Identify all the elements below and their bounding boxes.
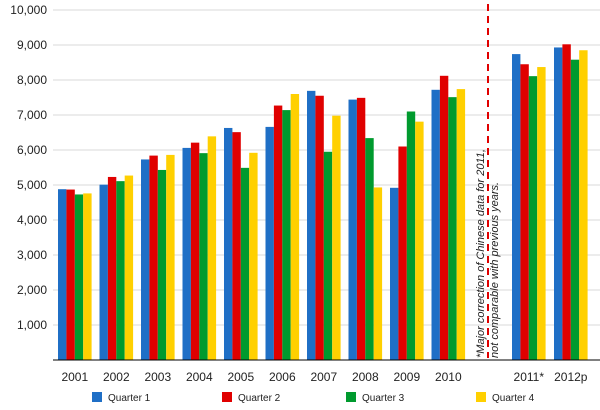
x-tick-label: 2006 [269, 370, 296, 384]
bar [307, 90, 316, 360]
x-tick-label: 2005 [227, 370, 254, 384]
x-tick-label: 2008 [352, 370, 379, 384]
y-axis-tick-labels: 1,000 2,000 3,000 4,000 5,000 6,000 7,000 8,000… [10, 3, 47, 332]
bar [124, 175, 134, 360]
bar [562, 44, 571, 361]
bar [520, 64, 529, 360]
bar [456, 89, 466, 360]
y-tick-label: 1,000 [17, 318, 47, 332]
x-tick-label: 2009 [393, 370, 420, 384]
bar [579, 50, 588, 360]
bar [199, 153, 208, 360]
bar [332, 115, 341, 360]
bar [166, 154, 175, 360]
annotation-text: *Major correction of Chinese data for 20… [475, 149, 501, 358]
bar [398, 146, 407, 360]
bar [348, 99, 357, 360]
x-tick-label: 2012p [554, 370, 588, 384]
bar [554, 47, 563, 360]
bar [365, 138, 374, 360]
bar [224, 127, 233, 360]
y-tick-label: 5,000 [17, 178, 47, 192]
bar [512, 54, 521, 360]
bar [273, 105, 283, 360]
legend-label: Quarter 4 [492, 393, 535, 404]
bar [406, 111, 416, 360]
annotation-line: *Major correction of Chinese data for 20… [475, 149, 487, 358]
bar [240, 167, 250, 360]
y-tick-label: 9,000 [17, 38, 47, 52]
bar [83, 193, 92, 360]
bar [528, 76, 538, 361]
bar [141, 159, 150, 360]
bar [249, 152, 258, 360]
bar [356, 97, 366, 360]
x-axis-tick-labels: 2001 2002 2003 2004 2005 2006 2007 2008 2009 2010… [61, 370, 587, 384]
annotation-line: not comparable with previous years. [489, 182, 501, 358]
x-tick-label: 2007 [310, 370, 337, 384]
legend-swatch [222, 392, 232, 402]
bar [323, 151, 333, 360]
legend-label: Quarter 3 [362, 393, 405, 404]
bar [282, 110, 291, 360]
bar [149, 155, 158, 360]
y-tick-label: 7,000 [17, 108, 47, 122]
x-tick-label: 2004 [186, 370, 213, 384]
bar [207, 136, 217, 360]
bar [537, 67, 546, 361]
bar [232, 132, 241, 360]
legend-swatch [92, 392, 102, 402]
y-tick-label: 3,000 [17, 248, 47, 262]
legend-label: Quarter 2 [238, 393, 281, 404]
bar [182, 147, 191, 360]
bar [99, 184, 108, 360]
bar [190, 142, 200, 360]
bar [315, 95, 324, 360]
bar [66, 189, 75, 360]
legend-label: Quarter 1 [108, 393, 151, 404]
bar [116, 181, 125, 360]
bar [290, 94, 300, 360]
bar [390, 187, 399, 360]
bar [265, 126, 274, 361]
x-tick-label: 2010 [435, 370, 462, 384]
bar [570, 59, 580, 360]
y-tick-label: 4,000 [17, 213, 47, 227]
bar [58, 189, 67, 360]
y-tick-label: 8,000 [17, 73, 47, 87]
legend-swatch [346, 392, 356, 402]
x-tick-label: 2002 [103, 370, 130, 384]
bar [448, 97, 457, 361]
x-tick-label: 2011* [514, 370, 545, 384]
x-tick-label: 2003 [144, 370, 171, 384]
y-tick-label: 2,000 [17, 283, 47, 297]
x-tick-label: 2001 [61, 370, 88, 384]
bar [157, 169, 167, 360]
bar [107, 176, 117, 360]
bar [373, 187, 383, 360]
bar [415, 121, 424, 361]
bars [58, 44, 588, 361]
bar [431, 89, 440, 361]
legend-swatch [476, 392, 486, 402]
bar [74, 194, 84, 360]
y-tick-label: 6,000 [17, 143, 47, 157]
y-tick-label: 10,000 [10, 3, 47, 17]
legend: Quarter 1 Quarter 2 Quarter 3 Quarter 4 [92, 392, 535, 404]
bar [439, 75, 449, 361]
